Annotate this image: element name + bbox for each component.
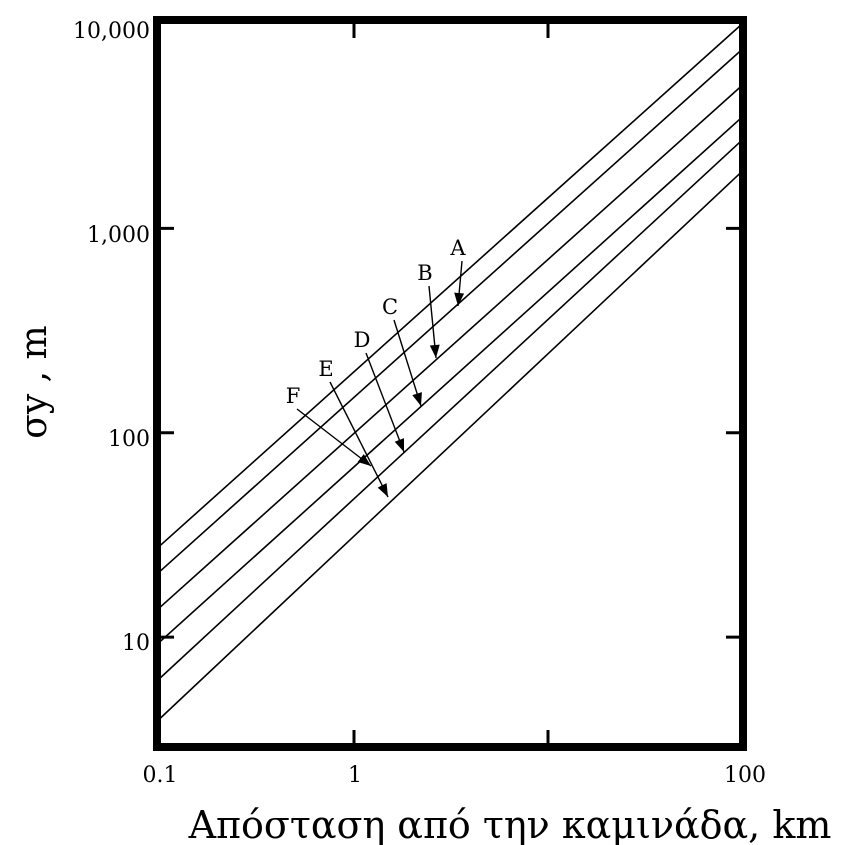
curve-arrowhead-E [377,483,388,497]
curve-label-F: F [286,384,301,408]
curve-arrowhead-B [429,344,440,358]
x-tick-label-0.1: 0.1 [143,763,178,788]
y-tick-label-10000: 10,000 [73,19,150,44]
curve-leader-F [296,408,372,467]
y-tick-label-100: 100 [108,427,150,452]
curve-label-A: A [449,236,466,260]
curve-label-E: E [318,357,333,381]
curve-arrowhead-A [454,292,465,306]
plot-frame [153,16,747,751]
curve-arrowhead-F [357,454,371,466]
y-tick-label-10: 10 [122,631,150,656]
series-line-D [159,116,743,643]
series-line-B [159,48,743,572]
series-line-C [159,84,743,608]
x-axis-title: Απόσταση από την καμινάδα, km [188,803,832,845]
curve-label-C: C [382,295,398,319]
curve-arrowhead-C [412,392,422,406]
curve-leader-C [393,319,422,407]
series-line-F [159,170,743,720]
curves-group [159,23,743,720]
series-line-E [159,139,743,679]
x-tick-label-100: 100 [724,763,766,788]
curve-label-D: D [354,328,371,352]
curve-leader-D [365,352,405,453]
ticks-group [160,24,742,744]
x-tick-label-1: 1 [348,763,362,788]
curve-leader-E [329,381,389,498]
curve-label-B: B [417,261,432,285]
y-tick-label-1000: 1,000 [87,223,150,248]
y-axis-title: σy , m [14,325,55,438]
series-line-A [159,23,743,547]
curve-arrowhead-D [394,438,404,452]
